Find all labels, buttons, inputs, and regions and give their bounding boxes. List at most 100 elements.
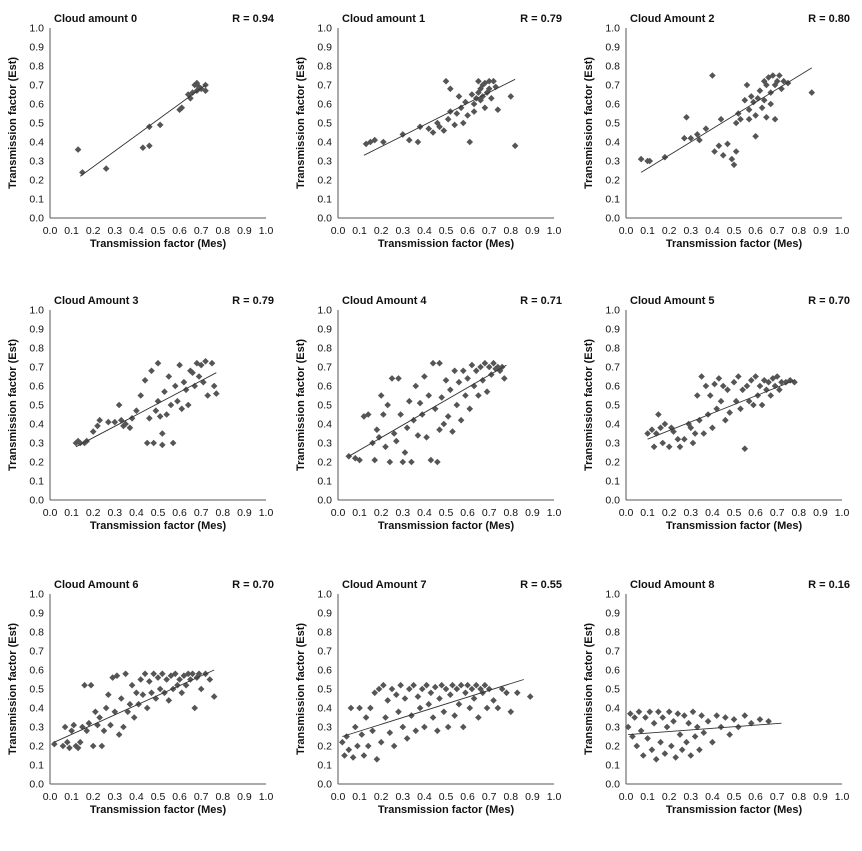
y-tick-label: 0.7 <box>317 362 332 374</box>
x-tick-label: 1.0 <box>835 225 850 237</box>
data-point <box>399 723 407 731</box>
y-tick-label: 0.3 <box>317 156 332 168</box>
x-tick-label: 0.5 <box>727 225 742 237</box>
data-point <box>146 142 153 150</box>
data-point <box>685 719 692 727</box>
data-point <box>475 77 482 85</box>
data-point <box>717 723 725 731</box>
x-tick-label: 0.5 <box>727 791 742 803</box>
data-point <box>490 697 497 704</box>
y-tick-label: 1.0 <box>29 305 44 317</box>
y-tick-label: 0.9 <box>317 324 332 336</box>
data-point <box>773 373 781 380</box>
data-point <box>475 714 482 721</box>
y-tick-label: 0.5 <box>317 684 332 696</box>
data-point <box>732 397 740 405</box>
data-point <box>395 375 402 382</box>
data-point <box>412 382 420 390</box>
data-point <box>349 754 357 761</box>
data-point <box>70 721 78 729</box>
y-tick-label: 0.0 <box>317 213 332 225</box>
y-tick-label: 1.0 <box>317 589 332 601</box>
y-axis-label: Transmission factor (Est) <box>583 339 595 471</box>
data-point <box>436 123 443 131</box>
y-tick-label: 0.2 <box>317 741 332 753</box>
x-tick-label: 0.0 <box>43 225 58 237</box>
data-point <box>414 693 422 700</box>
data-point <box>345 746 353 754</box>
x-tick-label: 0.4 <box>705 507 720 519</box>
r-value-label: R = 0.80 <box>808 13 850 25</box>
data-point <box>159 430 166 437</box>
data-point <box>434 119 441 127</box>
data-point <box>425 392 433 399</box>
data-point <box>477 363 484 371</box>
data-point <box>717 397 725 405</box>
x-tick-label: 0.6 <box>460 225 475 237</box>
x-tick-label: 0.6 <box>460 791 475 803</box>
data-point <box>148 367 155 375</box>
y-axis-label: Transmission factor (Est) <box>583 57 595 189</box>
data-point <box>449 428 456 435</box>
data-point <box>511 142 519 150</box>
data-point <box>752 133 759 140</box>
data-point <box>475 89 482 96</box>
data-point <box>663 723 671 731</box>
x-tick-label: 0.9 <box>525 507 540 519</box>
x-tick-label: 0.6 <box>748 791 763 803</box>
data-point <box>457 104 465 112</box>
data-point <box>390 430 398 437</box>
y-tick-label: 0.2 <box>29 175 44 187</box>
data-point <box>717 115 725 123</box>
y-tick-label: 0.7 <box>317 80 332 92</box>
data-point <box>210 382 218 390</box>
data-point <box>122 420 129 428</box>
data-point <box>100 727 108 735</box>
x-axis-label: Transmission factor (Mes) <box>666 804 803 816</box>
data-point <box>191 382 199 390</box>
y-tick-label: 1.0 <box>317 305 332 317</box>
x-tick-label: 0.7 <box>770 507 785 519</box>
chart-svg-7: 0.0 0.1 0.2 0.3 0.4 0.5 0.6 0.7 0.8 0.9 1.0 0.0 0.1 0… <box>295 579 562 816</box>
data-point <box>661 750 669 757</box>
data-point <box>148 689 155 697</box>
data-point <box>442 77 450 85</box>
y-tick-label: 1.0 <box>605 305 620 317</box>
data-point <box>644 735 651 742</box>
data-point <box>393 691 400 698</box>
y-tick-label: 0.3 <box>317 722 332 734</box>
x-tick-label: 0.9 <box>237 791 252 803</box>
data-point <box>681 134 688 142</box>
data-point <box>373 426 381 433</box>
data-point <box>401 695 409 702</box>
data-point <box>494 704 502 712</box>
data-point <box>635 708 643 716</box>
chart-panel-1: 0.0 0.1 0.2 0.3 0.4 0.5 0.6 0.7 0.8 0.9 1.0 0.0 0.1 0… <box>288 0 574 280</box>
chart-panel-5: 0.0 0.1 0.2 0.3 0.4 0.5 0.6 0.7 0.8 0.9 1.0 0.0 0.1 0… <box>576 282 862 562</box>
data-point <box>457 416 465 424</box>
data-point <box>436 359 443 367</box>
data-point <box>176 361 183 369</box>
data-point <box>109 674 116 681</box>
data-point <box>485 363 493 371</box>
data-point <box>453 685 461 693</box>
data-point <box>756 382 764 390</box>
chart-svg-5: 0.0 0.1 0.2 0.3 0.4 0.5 0.6 0.7 0.8 0.9 1.0 0.0 0.1 0… <box>583 295 850 532</box>
data-point <box>711 380 718 388</box>
x-tick-label: 0.6 <box>172 507 187 519</box>
data-point <box>455 93 463 100</box>
data-point <box>427 456 435 464</box>
y-tick-label: 0.4 <box>317 137 332 149</box>
data-point <box>464 681 471 689</box>
data-point <box>440 127 448 134</box>
data-point <box>453 401 461 409</box>
y-axis-label: Transmission factor (Est) <box>7 623 19 755</box>
data-point <box>674 710 682 717</box>
data-point <box>115 401 123 409</box>
data-point <box>693 131 701 138</box>
data-point <box>159 670 166 678</box>
data-point <box>122 670 129 678</box>
chart-title: Cloud Amount 4 <box>342 295 427 307</box>
data-point <box>726 731 733 738</box>
y-tick-label: 0.8 <box>605 627 620 639</box>
